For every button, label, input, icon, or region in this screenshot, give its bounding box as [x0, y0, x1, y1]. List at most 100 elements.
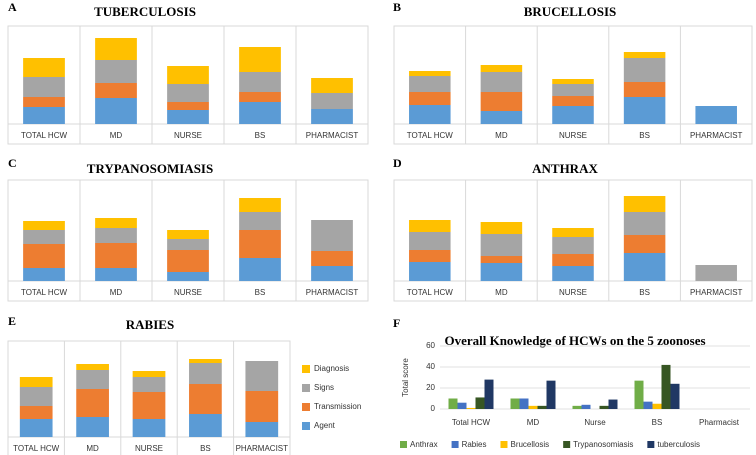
- bar: [599, 405, 609, 409]
- bar-segment: [132, 419, 166, 437]
- legend-label: Rabies: [462, 440, 487, 449]
- bar: [572, 405, 582, 409]
- bar-segment: [311, 78, 353, 93]
- bar-segment: [311, 251, 353, 266]
- bar-segment: [623, 196, 666, 212]
- bar: [546, 380, 556, 409]
- legend-swatch: [647, 441, 655, 448]
- bar-segment: [23, 58, 65, 77]
- x-tick-label: NURSE: [174, 288, 202, 297]
- bar-segment: [76, 417, 109, 437]
- panel-letter: B: [393, 0, 401, 14]
- bar-segment: [167, 250, 209, 272]
- x-tick-label: NURSE: [559, 288, 587, 297]
- bar-segment: [409, 105, 451, 124]
- bar-segment: [19, 377, 53, 387]
- bar-segment: [623, 82, 666, 97]
- bar-segment: [23, 244, 65, 268]
- plot-frame: [7, 340, 291, 455]
- legend-swatch: [302, 384, 310, 392]
- x-tick-label: TOTAL HCW: [21, 288, 68, 297]
- bar-segment: [132, 371, 166, 377]
- legend-swatch: [302, 365, 310, 373]
- legend-label: Brucellosis: [510, 440, 549, 449]
- bar-segment: [239, 230, 281, 258]
- bar-segment: [480, 263, 523, 281]
- panel-letter: F: [393, 316, 400, 330]
- bar: [475, 397, 485, 409]
- bar-segment: [409, 92, 451, 105]
- bar-segment: [76, 389, 109, 417]
- bar-segment: [480, 65, 523, 72]
- bar-segment: [239, 212, 281, 230]
- bar-segment: [552, 254, 594, 266]
- bar-segment: [409, 262, 451, 281]
- x-tick-label: MD: [110, 288, 123, 297]
- bar-segment: [95, 243, 137, 268]
- x-tick-label: MD: [495, 288, 508, 297]
- bar: [457, 402, 467, 409]
- x-tick-label: BS: [200, 444, 211, 453]
- bar-segment: [167, 272, 209, 281]
- bar-segment: [95, 83, 137, 98]
- bar-segment: [167, 66, 209, 84]
- x-tick-label: BS: [639, 288, 650, 297]
- bar-segment: [552, 79, 594, 84]
- x-tick-label: TOTAL HCW: [407, 288, 454, 297]
- bar-segment: [245, 361, 279, 391]
- x-tick-label: Nurse: [584, 418, 606, 427]
- bar-segment: [167, 239, 209, 250]
- y-tick-label: 40: [426, 362, 435, 371]
- x-tick-label: PHARMACIST: [690, 131, 743, 140]
- bar: [581, 404, 591, 409]
- bar: [643, 401, 653, 409]
- plot-frame: [393, 179, 753, 302]
- legend-swatch: [563, 441, 571, 448]
- y-tick-label: 60: [426, 341, 435, 350]
- x-tick-label: TOTAL HCW: [407, 131, 454, 140]
- x-tick-label: MD: [86, 444, 99, 453]
- bar: [608, 399, 618, 409]
- chart-title: TRYPANOSOMIASIS: [87, 161, 213, 176]
- bar-segment: [189, 414, 222, 437]
- bar: [466, 407, 476, 409]
- bar: [652, 403, 662, 409]
- bar: [519, 398, 529, 409]
- bar-segment: [19, 406, 53, 419]
- panel-letter: C: [8, 156, 17, 170]
- bar-segment: [23, 97, 65, 107]
- bar-segment: [167, 102, 209, 110]
- bar: [537, 405, 547, 409]
- bar-segment: [95, 98, 137, 124]
- x-tick-label: NURSE: [135, 444, 163, 453]
- bar-segment: [480, 111, 523, 124]
- bar-segment: [23, 221, 65, 230]
- x-tick-label: BS: [652, 418, 663, 427]
- x-tick-label: PHARMACIST: [690, 288, 743, 297]
- bar: [448, 398, 458, 409]
- legend-label: Signs: [314, 383, 334, 392]
- chart-title: ANTHRAX: [532, 161, 598, 176]
- bar-segment: [19, 387, 53, 406]
- legend-label: Diagnosis: [314, 364, 349, 373]
- chart-title: BRUCELLOSIS: [524, 4, 616, 19]
- bar-segment: [480, 72, 523, 92]
- bar-segment: [311, 266, 353, 281]
- bar-segment: [552, 237, 594, 254]
- bar-segment: [23, 107, 65, 124]
- x-tick-label: TOTAL HCW: [21, 131, 68, 140]
- bar-segment: [95, 268, 137, 281]
- bar-segment: [245, 391, 279, 422]
- bar-segment: [245, 422, 279, 437]
- bar: [484, 379, 494, 409]
- bar-segment: [480, 256, 523, 263]
- bar-segment: [95, 218, 137, 228]
- x-tick-label: BS: [639, 131, 650, 140]
- bar-segment: [409, 76, 451, 92]
- bar-segment: [480, 92, 523, 111]
- x-tick-label: MD: [527, 418, 540, 427]
- x-tick-label: NURSE: [174, 131, 202, 140]
- bar-segment: [239, 72, 281, 92]
- bar-segment: [552, 106, 594, 124]
